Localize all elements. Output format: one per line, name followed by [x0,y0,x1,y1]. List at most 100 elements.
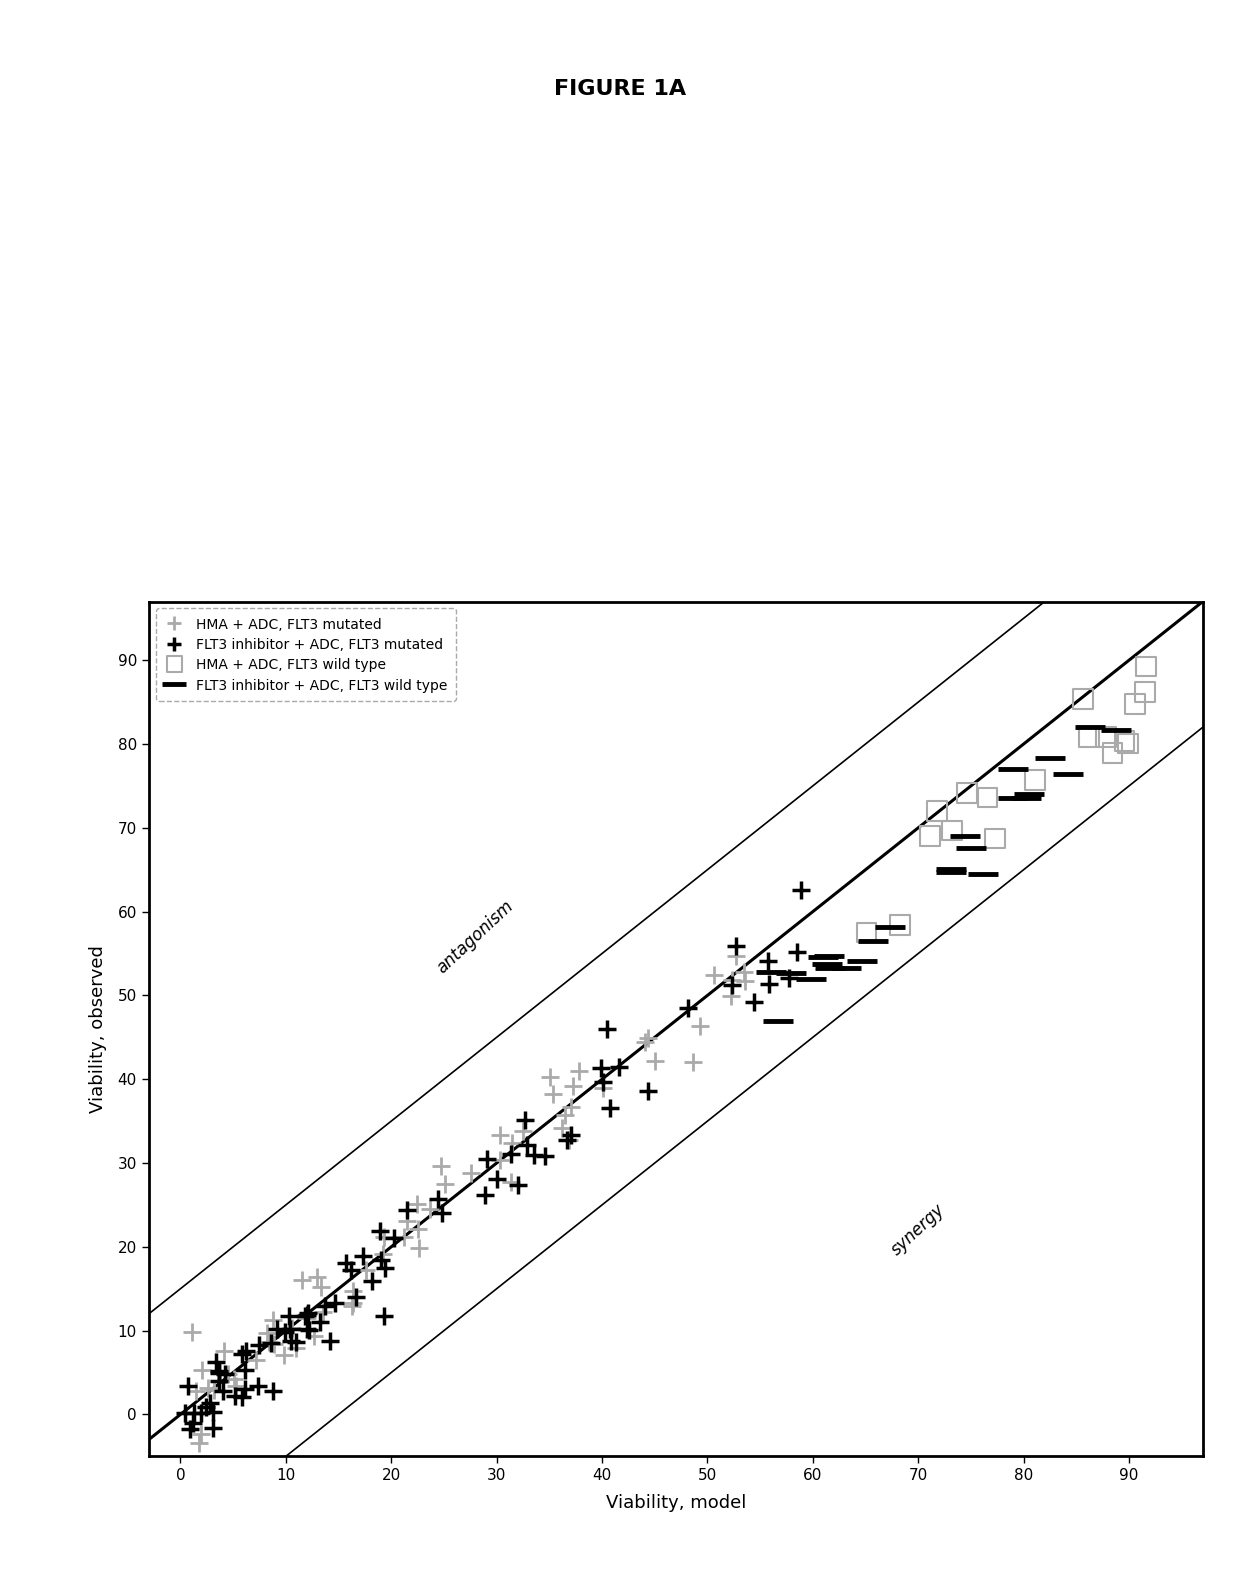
FLT3 inhibitor + ADC, FLT3 mutated [177,1374,197,1399]
FLT3 inhibitor + ADC, FLT3 mutated [299,1301,319,1327]
FLT3 inhibitor + ADC, FLT3 wild type [863,928,883,953]
FLT3 inhibitor + ADC, FLT3 mutated [236,1339,255,1365]
FLT3 inhibitor + ADC, FLT3 mutated [275,1320,295,1346]
HMA + ADC, FLT3 mutated [186,1379,206,1404]
HMA + ADC, FLT3 mutated [569,1059,589,1084]
FLT3 inhibitor + ADC, FLT3 mutated [609,1054,629,1080]
HMA + ADC, FLT3 mutated [645,1048,665,1073]
FLT3 inhibitor + ADC, FLT3 mutated [336,1251,356,1276]
FLT3 inhibitor + ADC, FLT3 wild type [852,948,872,974]
Legend: HMA + ADC, FLT3 mutated, FLT3 inhibitor + ADC, FLT3 mutated, HMA + ADC, FLT3 wil: HMA + ADC, FLT3 mutated, FLT3 inhibitor … [156,608,456,701]
HMA + ADC, FLT3 mutated [341,1293,361,1319]
FLT3 inhibitor + ADC, FLT3 mutated [210,1368,229,1393]
FLT3 inhibitor + ADC, FLT3 mutated [262,1331,281,1357]
FLT3 inhibitor + ADC, FLT3 mutated [477,1146,497,1171]
FLT3 inhibitor + ADC, FLT3 mutated [475,1183,495,1208]
HMA + ADC, FLT3 mutated [539,1065,559,1091]
FLT3 inhibitor + ADC, FLT3 wild type [1040,746,1060,771]
HMA + ADC, FLT3 wild type [1136,654,1156,679]
FLT3 inhibitor + ADC, FLT3 mutated [191,1399,211,1425]
FLT3 inhibitor + ADC, FLT3 mutated [180,1415,200,1441]
FLT3 inhibitor + ADC, FLT3 mutated [727,932,746,958]
FLT3 inhibitor + ADC, FLT3 wild type [768,1008,787,1034]
FLT3 inhibitor + ADC, FLT3 wild type [1003,757,1023,782]
FLT3 inhibitor + ADC, FLT3 mutated [397,1197,417,1222]
FLT3 inhibitor + ADC, FLT3 mutated [203,1415,223,1441]
HMA + ADC, FLT3 wild type [986,826,1006,852]
Y-axis label: Viability, observed: Viability, observed [88,945,107,1113]
HMA + ADC, FLT3 mutated [192,1358,212,1384]
FLT3 inhibitor + ADC, FLT3 wild type [781,961,801,986]
FLT3 inhibitor + ADC, FLT3 mutated [232,1385,252,1410]
HMA + ADC, FLT3 mutated [491,1148,511,1173]
HMA + ADC, FLT3 mutated [502,1130,522,1156]
FLT3 inhibitor + ADC, FLT3 wild type [961,836,981,861]
HMA + ADC, FLT3 mutated [734,959,754,985]
HMA + ADC, FLT3 mutated [182,1320,202,1346]
HMA + ADC, FLT3 mutated [409,1235,429,1260]
HMA + ADC, FLT3 mutated [374,1225,394,1251]
HMA + ADC, FLT3 wild type [1115,728,1135,754]
FLT3 inhibitor + ADC, FLT3 mutated [248,1374,268,1399]
X-axis label: Viability, model: Viability, model [605,1494,746,1512]
Text: synergy: synergy [888,1201,949,1260]
FLT3 inhibitor + ADC, FLT3 wild type [1019,782,1039,807]
HMA + ADC, FLT3 wild type [1024,768,1044,793]
FLT3 inhibitor + ADC, FLT3 mutated [300,1317,320,1342]
HMA + ADC, FLT3 mutated [635,1029,655,1054]
FLT3 inhibitor + ADC, FLT3 mutated [279,1303,299,1328]
HMA + ADC, FLT3 mutated [704,962,724,988]
FLT3 inhibitor + ADC, FLT3 mutated [600,1095,620,1121]
FLT3 inhibitor + ADC, FLT3 mutated [249,1331,269,1357]
FLT3 inhibitor + ADC, FLT3 mutated [341,1257,361,1282]
FLT3 inhibitor + ADC, FLT3 mutated [371,1247,391,1273]
HMA + ADC, FLT3 mutated [314,1300,334,1325]
HMA + ADC, FLT3 wild type [977,785,997,810]
HMA + ADC, FLT3 mutated [188,1431,208,1456]
HMA + ADC, FLT3 mutated [226,1374,246,1399]
HMA + ADC, FLT3 mutated [593,1075,613,1100]
HMA + ADC, FLT3 wild type [857,920,877,945]
FLT3 inhibitor + ADC, FLT3 mutated [758,948,777,974]
FLT3 inhibitor + ADC, FLT3 wild type [1017,785,1037,810]
FLT3 inhibitor + ADC, FLT3 mutated [232,1341,252,1366]
HMA + ADC, FLT3 mutated [490,1122,510,1148]
HMA + ADC, FLT3 mutated [556,1102,575,1127]
FLT3 inhibitor + ADC, FLT3 mutated [208,1358,228,1384]
HMA + ADC, FLT3 mutated [430,1152,450,1178]
FLT3 inhibitor + ADC, FLT3 mutated [787,940,807,966]
HMA + ADC, FLT3 mutated [560,1094,580,1119]
FLT3 inhibitor + ADC, FLT3 mutated [346,1285,366,1311]
HMA + ADC, FLT3 mutated [274,1342,294,1368]
HMA + ADC, FLT3 mutated [727,943,746,969]
FLT3 inhibitor + ADC, FLT3 mutated [517,1132,537,1157]
FLT3 inhibitor + ADC, FLT3 wild type [955,823,975,848]
FLT3 inhibitor + ADC, FLT3 mutated [325,1290,345,1315]
FLT3 inhibitor + ADC, FLT3 mutated [516,1107,536,1132]
FLT3 inhibitor + ADC, FLT3 mutated [216,1361,236,1387]
HMA + ADC, FLT3 mutated [285,1334,305,1360]
FLT3 inhibitor + ADC, FLT3 mutated [362,1268,382,1293]
FLT3 inhibitor + ADC, FLT3 mutated [285,1330,305,1355]
FLT3 inhibitor + ADC, FLT3 mutated [557,1127,577,1152]
FLT3 inhibitor + ADC, FLT3 mutated [371,1219,391,1244]
FLT3 inhibitor + ADC, FLT3 mutated [210,1360,229,1385]
HMA + ADC, FLT3 mutated [501,1168,521,1194]
FLT3 inhibitor + ADC, FLT3 mutated [791,879,811,904]
HMA + ADC, FLT3 mutated [259,1330,279,1355]
FLT3 inhibitor + ADC, FLT3 mutated [534,1145,554,1170]
FLT3 inhibitor + ADC, FLT3 mutated [722,974,742,999]
Text: FIGURE 1A: FIGURE 1A [554,79,686,100]
HMA + ADC, FLT3 mutated [563,1073,583,1099]
FLT3 inhibitor + ADC, FLT3 mutated [320,1328,340,1353]
FLT3 inhibitor + ADC, FLT3 mutated [384,1225,404,1251]
HMA + ADC, FLT3 mutated [293,1268,312,1293]
HMA + ADC, FLT3 mutated [419,1197,439,1222]
HMA + ADC, FLT3 mutated [357,1257,377,1282]
HMA + ADC, FLT3 mutated [205,1377,224,1403]
FLT3 inhibitor + ADC, FLT3 mutated [593,1070,613,1095]
HMA + ADC, FLT3 wild type [1096,725,1116,750]
FLT3 inhibitor + ADC, FLT3 mutated [295,1303,315,1328]
FLT3 inhibitor + ADC, FLT3 mutated [315,1293,335,1319]
HMA + ADC, FLT3 mutated [552,1114,572,1140]
